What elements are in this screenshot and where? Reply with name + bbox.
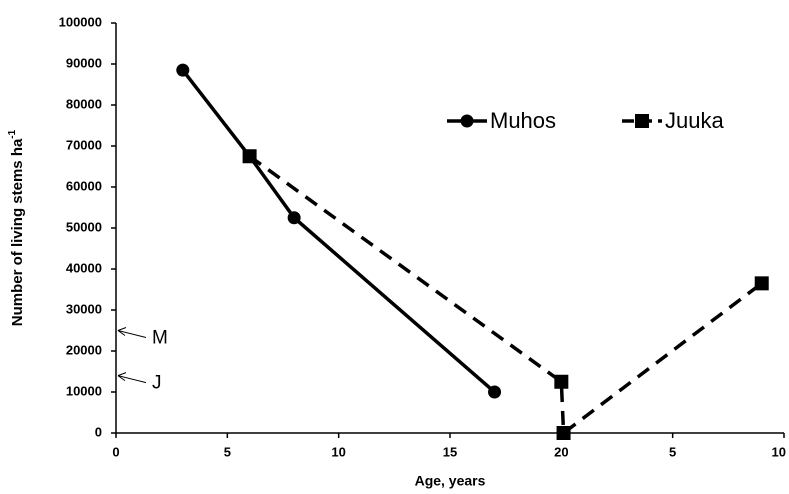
y-tick-label: 90000 [66,55,102,70]
y-tick-label: 100000 [59,14,102,29]
x-tick-label: 15 [443,444,457,459]
marker [176,63,190,77]
marker [242,149,257,164]
y-tick-label: 30000 [66,301,102,316]
annotation-arrowhead [117,372,127,382]
y-axis-label-sup: -1 [7,129,18,138]
y-tick-label: 60000 [66,178,102,193]
legend-label: Muhos [490,108,556,133]
y-tick-label: 80000 [66,96,102,111]
series-line [248,154,763,437]
y-tick-label: 40000 [66,260,102,275]
x-axis-label: Age, years [415,473,486,489]
series-line [181,69,496,394]
y-tick-label: 0 [95,424,102,439]
x-tick-label: 20 [554,444,568,459]
y-tick-label: 70000 [66,137,102,152]
x-tick-label: 5 [224,444,231,459]
annotation-label: J [152,373,162,394]
marker [287,211,301,225]
marker [554,374,569,389]
legend-marker [635,114,649,128]
annotation-label: M [152,328,168,349]
y-axis-label-main: Number of living stems ha [9,138,26,326]
x-tick-label: 10 [772,444,786,459]
marker [754,276,769,291]
x-tick-label: 5 [669,444,676,459]
y-tick-label: 50000 [66,219,102,234]
legend-marker [460,114,474,128]
y-axis-label: Number of living stems ha-1 [7,129,26,326]
annotation-arrow [117,375,147,384]
marker [556,426,571,440]
x-tick-label: 0 [112,444,119,459]
y-tick-label: 10000 [66,383,102,398]
legend-label: Juuka [665,108,724,133]
annotation-arrow [117,330,147,338]
x-tick-label: 10 [331,444,345,459]
y-tick-label: 20000 [66,342,102,357]
annotation-arrowhead [117,327,127,336]
marker [488,385,502,399]
